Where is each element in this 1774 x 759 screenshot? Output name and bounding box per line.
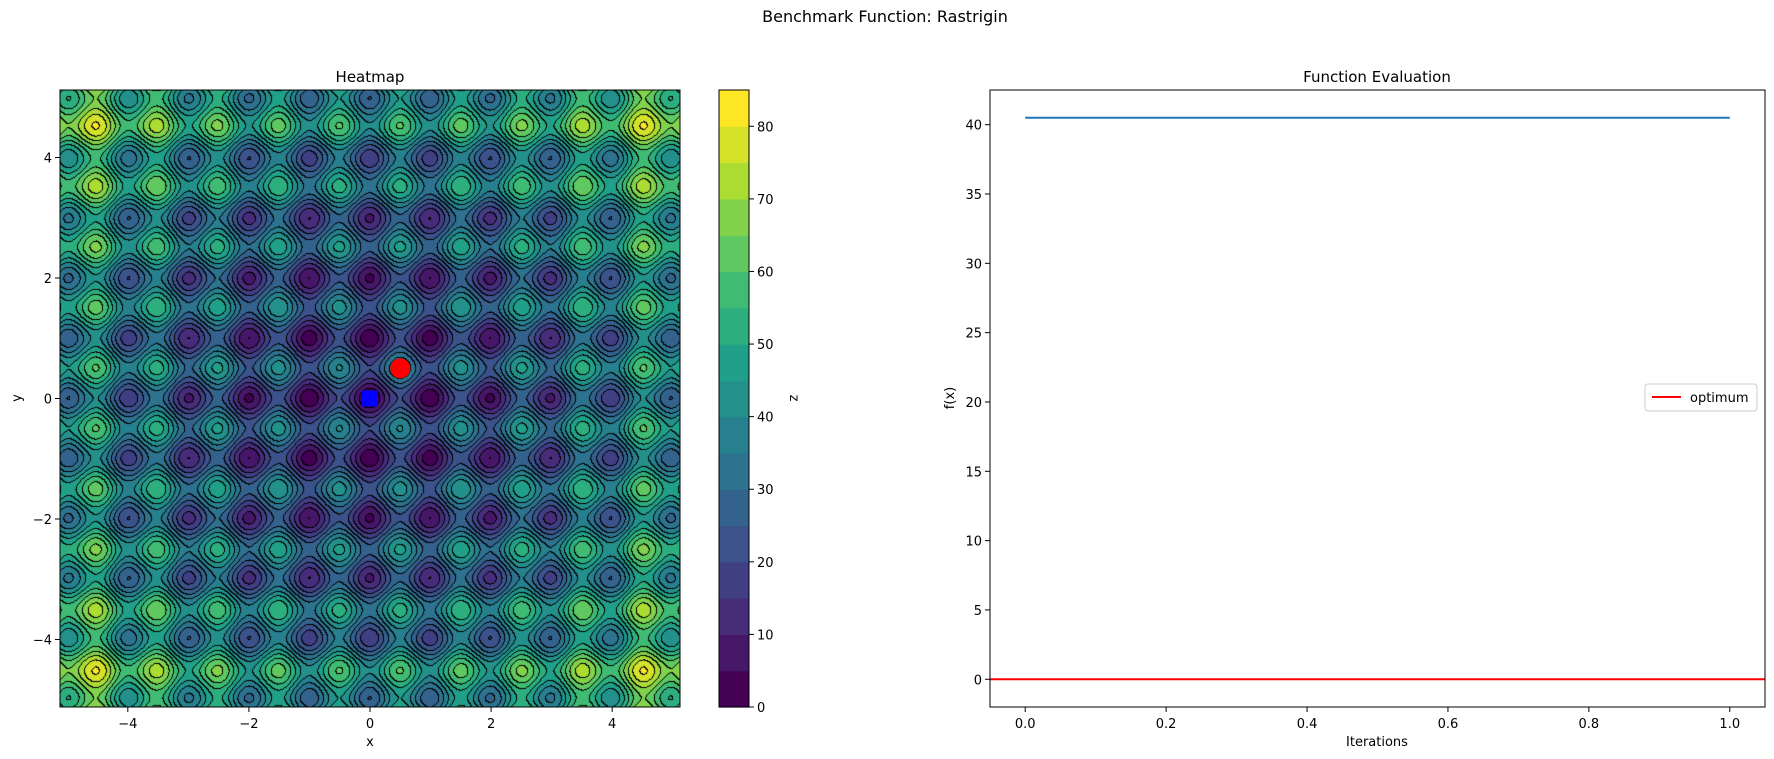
heatmap-y-label: y [10,394,25,402]
heatmap-x-label: x [366,735,374,750]
colorbar-tick-label: 10 [757,628,774,643]
colorbar-frame [718,89,750,708]
colorbar-ticks: 0 10 20 30 40 50 60 70 80 [749,120,774,716]
y-tick-label: 5 [974,604,982,619]
y-tick-label: 4 [44,151,52,166]
heatmap-title: Heatmap [336,68,405,86]
line-y-label: f(x) [943,387,958,409]
colorbar-band [719,489,749,527]
colorbar-band [719,380,749,418]
colorbar-tick-label: 60 [757,265,774,280]
legend: optimum [1644,383,1758,412]
colorbar-tick-label: 20 [757,556,774,571]
x-tick-label: 0.6 [1438,717,1459,732]
line-panel: Function Evaluation 0.0 0.2 0.4 0.6 0.8 1.0 0… [943,68,1766,750]
colorbar-band [719,235,749,273]
colorbar-band [719,561,749,599]
colorbar-tick-label: 70 [757,193,774,208]
colorbar-tick-label: 50 [757,338,774,353]
colorbar-band [719,271,749,309]
colorbar-band [719,126,749,164]
y-tick-label: 0 [974,673,982,688]
colorbar-band [719,307,749,345]
line-x-label: Iterations [1346,735,1408,750]
x-tick-label: 0 [366,717,374,732]
x-tick-label: 0.4 [1297,717,1318,732]
colorbar-band [719,90,749,127]
colorbar-band [719,162,749,200]
line-chart-title: Function Evaluation [1303,68,1451,86]
y-tick-label: −2 [33,513,52,528]
line-y-axis: 0 5 10 15 20 25 30 35 40 [965,119,990,688]
colorbar-tick-label: 40 [757,411,774,426]
marker-square-1 [362,390,378,407]
colorbar-band [719,452,749,490]
x-tick-label: −4 [118,717,137,732]
colorbar-band [719,525,749,563]
legend-box [1644,383,1758,412]
x-tick-label: 1.0 [1719,717,1740,732]
marker-circle-0 [390,358,411,379]
x-tick-label: 0.0 [1015,717,1036,732]
y-tick-label: 0 [44,393,52,408]
colorbar-band [719,598,749,636]
y-tick-label: 25 [965,327,982,342]
y-tick-label: −4 [33,634,52,649]
colorbar-label: z [786,395,801,402]
figure-suptitle: Benchmark Function: Rastrigin [762,7,1008,26]
y-tick-label: 20 [965,396,982,411]
legend-optimum-label: optimum [1690,391,1748,406]
y-tick-label: 35 [965,188,982,203]
x-tick-label: −2 [239,717,258,732]
colorbar-tick-label: 0 [757,701,765,716]
line-plot-area [990,116,1765,681]
x-tick-label: 0.8 [1579,717,1600,732]
colorbar: 0 10 20 30 40 50 60 70 80 z [718,89,801,716]
y-tick-label: 30 [965,257,982,272]
x-tick-label: 0.2 [1156,717,1177,732]
x-tick-label: 4 [608,717,616,732]
colorbar-tick-label: 80 [757,120,774,135]
colorbar-band [719,198,749,236]
x-tick-label: 2 [487,717,495,732]
y-tick-label: 2 [44,272,52,287]
line-chart-frame [989,89,1766,708]
heatmap-panel: Heatmap −4 −2 0 2 4 −4 −2 0 2 4 x y [10,68,681,750]
colorbar-band [719,344,749,381]
colorbar-band [719,634,749,672]
colorbar-bands [719,90,749,708]
heatmap-x-axis: −4 −2 0 2 4 [118,707,616,732]
line-x-axis: 0.0 0.2 0.4 0.6 0.8 1.0 [1015,707,1740,732]
colorbar-band [719,670,749,708]
colorbar-band [719,416,749,454]
heatmap-markers [362,358,411,407]
heatmap-y-axis: −4 −2 0 2 4 [33,151,60,649]
y-tick-label: 40 [965,119,982,134]
y-tick-label: 15 [965,465,982,480]
y-tick-label: 10 [965,535,982,550]
colorbar-tick-label: 30 [757,483,774,498]
